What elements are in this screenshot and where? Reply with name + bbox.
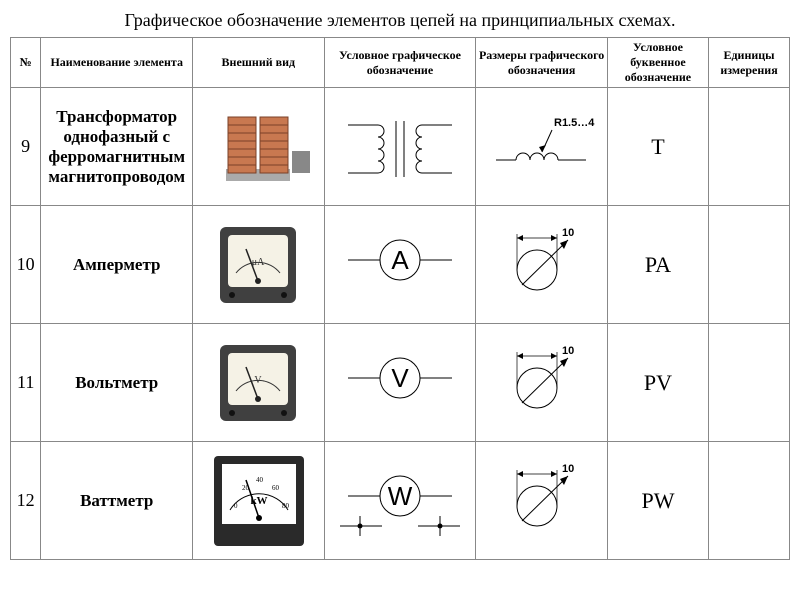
elements-table: № Наименование элемента Внешний вид Усло…	[10, 37, 790, 560]
table-header-row: № Наименование элемента Внешний вид Усло…	[11, 38, 790, 88]
cell-unit	[709, 442, 790, 560]
cell-letter: PW	[607, 442, 708, 560]
svg-text:60: 60	[272, 484, 280, 492]
svg-text:80: 80	[282, 502, 290, 510]
cell-unit	[709, 324, 790, 442]
cell-unit	[709, 206, 790, 324]
svg-text:W: W	[388, 481, 413, 511]
cell-letter: T	[607, 88, 708, 206]
table-row: 11 Вольтметр V V 10 PV	[11, 324, 790, 442]
cell-num: 12	[11, 442, 41, 560]
svg-text:μA: μA	[252, 257, 265, 268]
table-row: 10 Амперметр μA A 10 PA	[11, 206, 790, 324]
svg-text:10: 10	[562, 227, 574, 239]
cell-photo: V	[193, 324, 325, 442]
col-dim: Размеры графического обозначения	[476, 38, 608, 88]
cell-dim: 10	[476, 442, 608, 560]
svg-text:0: 0	[234, 502, 238, 510]
col-unit: Единицы измерения	[709, 38, 790, 88]
cell-unit	[709, 88, 790, 206]
cell-photo: μA	[193, 206, 325, 324]
col-name: Наименование элемента	[41, 38, 193, 88]
cell-symbol: A	[324, 206, 476, 324]
cell-letter: PA	[607, 206, 708, 324]
svg-text:20: 20	[242, 484, 250, 492]
cell-letter: PV	[607, 324, 708, 442]
cell-name: Вольтметр	[41, 324, 193, 442]
cell-num: 11	[11, 324, 41, 442]
col-photo: Внешний вид	[193, 38, 325, 88]
svg-text:kW: kW	[250, 495, 267, 507]
cell-symbol: V	[324, 324, 476, 442]
cell-dim: 10	[476, 324, 608, 442]
cell-symbol	[324, 88, 476, 206]
page-title: Графическое обозначение элементов цепей …	[10, 10, 790, 31]
cell-num: 9	[11, 88, 41, 206]
svg-text:40: 40	[256, 476, 264, 484]
cell-num: 10	[11, 206, 41, 324]
svg-text:R1.5…4: R1.5…4	[554, 117, 595, 129]
cell-photo: kW 0 20 40 60 80	[193, 442, 325, 560]
svg-text:10: 10	[562, 345, 574, 357]
col-symbol: Условное графическое обозначение	[324, 38, 476, 88]
svg-text:10: 10	[562, 463, 574, 475]
col-num: №	[11, 38, 41, 88]
col-letter: Условное буквенное обозначение	[607, 38, 708, 88]
cell-name: Трансформатор однофазный с ферромагнитны…	[41, 88, 193, 206]
table-row: 9 Трансформатор однофазный с ферромагнит…	[11, 88, 790, 206]
cell-symbol: W	[324, 442, 476, 560]
cell-dim: 10	[476, 206, 608, 324]
cell-name: Амперметр	[41, 206, 193, 324]
svg-text:V: V	[391, 363, 409, 393]
cell-dim: R1.5…4	[476, 88, 608, 206]
svg-text:V: V	[255, 375, 263, 386]
cell-photo	[193, 88, 325, 206]
svg-text:A: A	[391, 245, 409, 275]
table-row: 12 Ваттметр kW 0 20 40 60 80 W	[11, 442, 790, 560]
cell-name: Ваттметр	[41, 442, 193, 560]
